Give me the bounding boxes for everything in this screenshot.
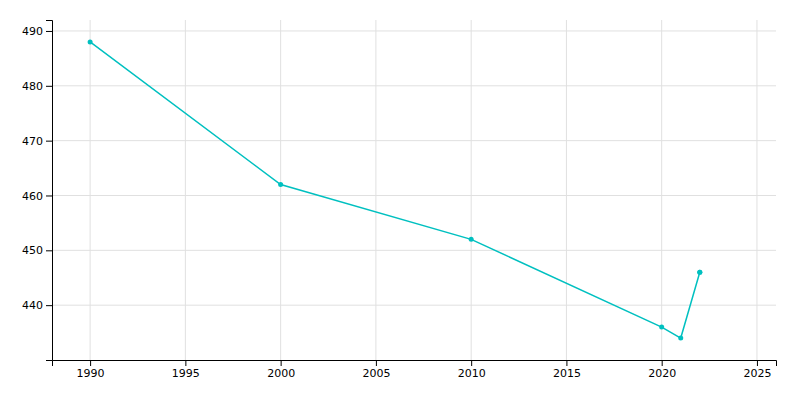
grid — [52, 20, 776, 360]
tick-mark — [46, 195, 52, 196]
grid-line-y — [52, 30, 776, 31]
grid-line-x — [185, 20, 186, 360]
tick-label: 2005 — [362, 367, 390, 380]
tick-label: 480 — [22, 80, 43, 93]
tick: 1990 — [77, 360, 105, 380]
grid-line-x — [471, 20, 472, 360]
tick: 2025 — [743, 360, 771, 380]
chart-svg: 1990 1995 2000 2005 2010 2015 2020 2025 440 450 46… — [0, 0, 800, 400]
grid-line-y — [52, 195, 776, 196]
tick-label: 2020 — [648, 367, 676, 380]
tick-label: 490 — [22, 25, 43, 38]
tick-mark — [46, 86, 52, 87]
tick: 480 — [22, 80, 52, 93]
tick-label: 1995 — [172, 367, 200, 380]
point — [697, 270, 702, 275]
plot-area — [88, 39, 703, 340]
x-axis: 1990 1995 2000 2005 2010 2015 2020 2025 — [53, 360, 777, 380]
point — [278, 182, 283, 187]
tick-mark — [662, 360, 663, 366]
tick-label: 1990 — [77, 367, 105, 380]
point — [88, 39, 93, 44]
x-axis-line — [53, 361, 777, 367]
line — [90, 42, 700, 338]
tick-label: 440 — [22, 299, 43, 312]
tick: 470 — [22, 135, 52, 148]
tick-label: 2025 — [743, 367, 771, 380]
grid-line-y — [52, 250, 776, 251]
tick-mark — [281, 360, 282, 366]
tick: 490 — [22, 25, 52, 38]
tick-mark — [185, 360, 186, 366]
tick: 460 — [22, 190, 52, 203]
grid-line-x — [375, 20, 376, 360]
tick-mark — [90, 360, 91, 366]
tick-mark — [566, 360, 567, 366]
grid-line-y — [52, 305, 776, 306]
chart-container: 1990 1995 2000 2005 2010 2015 2020 2025 440 450 46… — [0, 0, 800, 400]
tick: 2015 — [553, 360, 581, 380]
grid-line-x — [566, 20, 567, 360]
grid-line-x — [661, 20, 662, 360]
tick-mark — [46, 141, 52, 142]
tick: 450 — [22, 244, 52, 257]
grid-line-y — [52, 85, 776, 86]
grid-line-y — [52, 140, 776, 141]
grid-line-x — [756, 20, 757, 360]
tick: 2010 — [458, 360, 486, 380]
tick-label: 2010 — [458, 367, 486, 380]
point — [469, 237, 474, 242]
tick-label: 2000 — [267, 367, 295, 380]
tick-mark — [46, 31, 52, 32]
point — [697, 270, 702, 275]
grid-line-x — [280, 20, 281, 360]
tick: 440 — [22, 299, 52, 312]
tick-mark — [46, 305, 52, 306]
tick-mark — [46, 250, 52, 251]
tick: 2020 — [648, 360, 676, 380]
point — [659, 325, 664, 330]
tick: 1995 — [172, 360, 200, 380]
tick-label: 470 — [22, 135, 43, 148]
tick-mark — [376, 360, 377, 366]
tick-label: 460 — [22, 190, 43, 203]
tick-label: 2015 — [553, 367, 581, 380]
tick: 2000 — [267, 360, 295, 380]
tick: 2005 — [362, 360, 390, 380]
tick-mark — [757, 360, 758, 366]
y-axis: 440 450 460 470 480 490 — [22, 21, 53, 361]
grid-line-x — [90, 20, 91, 360]
y-axis-line — [46, 21, 53, 361]
tick-mark — [471, 360, 472, 366]
tick-label: 450 — [22, 244, 43, 257]
point — [678, 336, 683, 341]
